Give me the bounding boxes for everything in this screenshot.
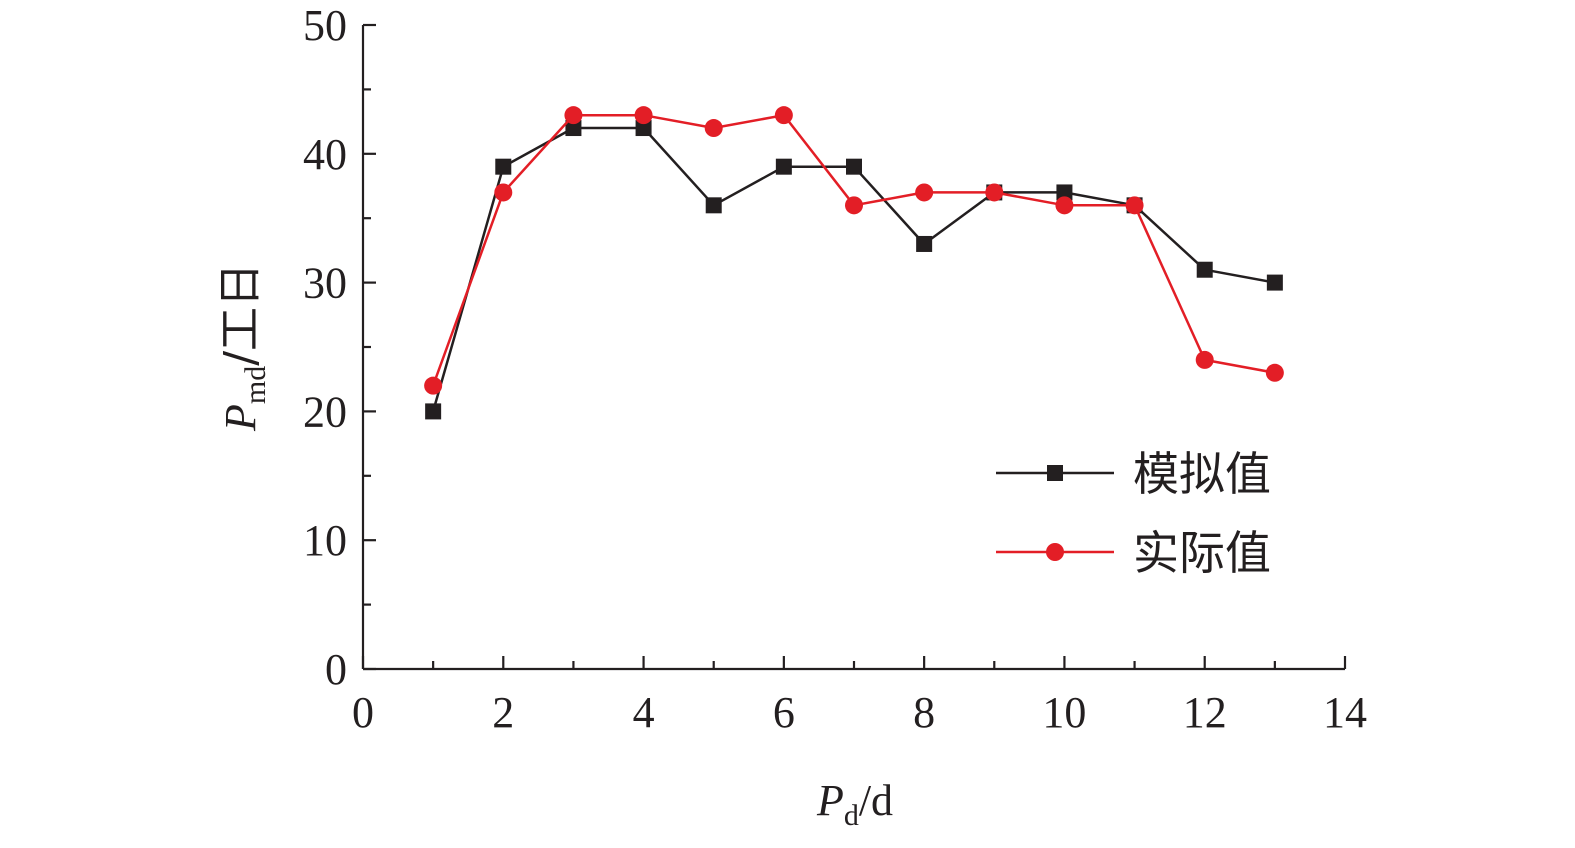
- y-tick-label: 20: [303, 387, 347, 436]
- data-point: [774, 106, 793, 125]
- data-point: [424, 376, 443, 395]
- data-point: [1125, 196, 1144, 215]
- data-point: [635, 120, 652, 137]
- y-axis-title-main: P: [216, 404, 265, 432]
- legend-marker: [1047, 465, 1063, 481]
- x-tick-label: 12: [1183, 688, 1227, 737]
- data-point: [845, 196, 863, 215]
- y-axis-title-unit: /工日: [215, 263, 266, 366]
- series-1: [425, 120, 1283, 420]
- data-point: [494, 183, 513, 202]
- y-tick-label: 40: [303, 130, 347, 179]
- y-tick-label: 50: [303, 1, 347, 50]
- data-point: [985, 183, 1004, 202]
- y-axis-title-sub: md: [239, 366, 272, 404]
- legend-item-1: 模拟值: [996, 447, 1271, 501]
- series-layer: [424, 106, 1284, 420]
- x-axis-title: Pd/d: [816, 776, 893, 832]
- data-point: [1056, 184, 1073, 201]
- y-tick-label: 30: [303, 259, 347, 308]
- y-tick-label: 0: [325, 645, 347, 694]
- legend-label: 模拟值: [1133, 447, 1271, 501]
- data-point: [495, 158, 512, 175]
- data-point: [916, 235, 933, 252]
- data-point: [846, 158, 862, 175]
- data-point: [705, 197, 722, 214]
- data-point: [775, 158, 792, 175]
- x-tick-label: 8: [913, 688, 935, 737]
- ticks: [361, 23, 1347, 671]
- x-tick-label: 10: [1042, 688, 1086, 737]
- legend-label: 实际值: [1133, 526, 1271, 580]
- data-point: [1266, 274, 1283, 291]
- y-axis-title: Pmd/工日: [215, 263, 272, 432]
- y-tick-label: 10: [303, 516, 347, 565]
- legend-marker: [1046, 543, 1064, 561]
- x-tick-label: 2: [492, 688, 514, 737]
- data-point: [1265, 363, 1284, 382]
- data-point: [634, 106, 653, 125]
- data-point: [1196, 261, 1213, 278]
- data-point: [425, 403, 442, 420]
- x-tick-label: 4: [633, 688, 655, 737]
- data-point: [915, 183, 934, 202]
- x-axis-title-main: P: [816, 776, 844, 825]
- data-point: [1055, 196, 1074, 215]
- x-axis-title-unit: /d: [859, 776, 893, 825]
- data-point: [564, 106, 583, 125]
- data-point: [565, 120, 582, 137]
- legend-item-2: 实际值: [996, 526, 1271, 580]
- x-tick-label: 0: [352, 688, 374, 737]
- x-tick-label: 14: [1323, 688, 1367, 737]
- data-point: [704, 119, 723, 138]
- data-point: [1195, 350, 1214, 369]
- x-axis-title-sub: d: [844, 799, 859, 832]
- series-2: [424, 106, 1284, 395]
- series-line: [431, 113, 1276, 387]
- tick-labels: 0 10 20 30 40 50 0 2 4 6 8 10 12 14: [303, 1, 1367, 737]
- x-tick-label: 6: [773, 688, 795, 737]
